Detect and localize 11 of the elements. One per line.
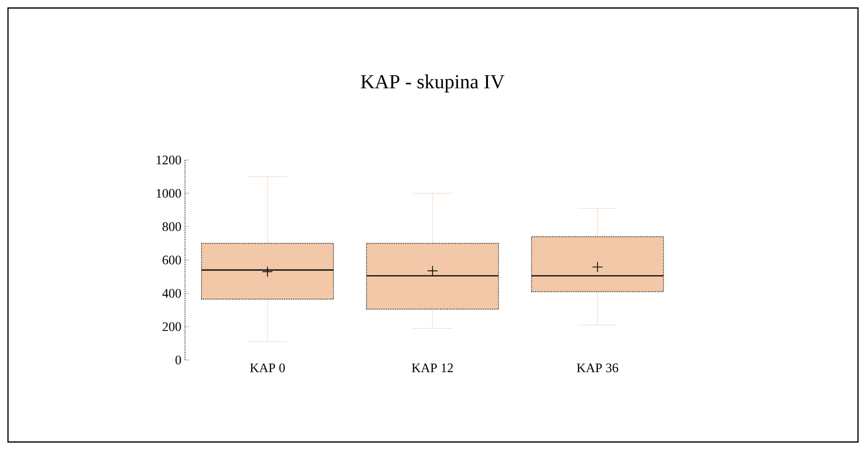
x-tick-label: KAP 36 <box>576 364 618 372</box>
chart-title: KAP - skupina IV <box>360 74 504 92</box>
y-tick-label: 200 <box>162 322 181 332</box>
y-tick-label: 800 <box>162 222 181 232</box>
y-tick-label: 1000 <box>156 188 181 198</box>
y-tick-label: 0 <box>176 356 181 364</box>
x-tick-label: KAP 12 <box>412 364 453 372</box>
y-tick-label: 600 <box>162 256 181 264</box>
x-tick-label: KAP 0 <box>250 364 285 372</box>
y-tick-label: 1200 <box>156 156 181 164</box>
y-tick-label: 400 <box>162 288 181 298</box>
